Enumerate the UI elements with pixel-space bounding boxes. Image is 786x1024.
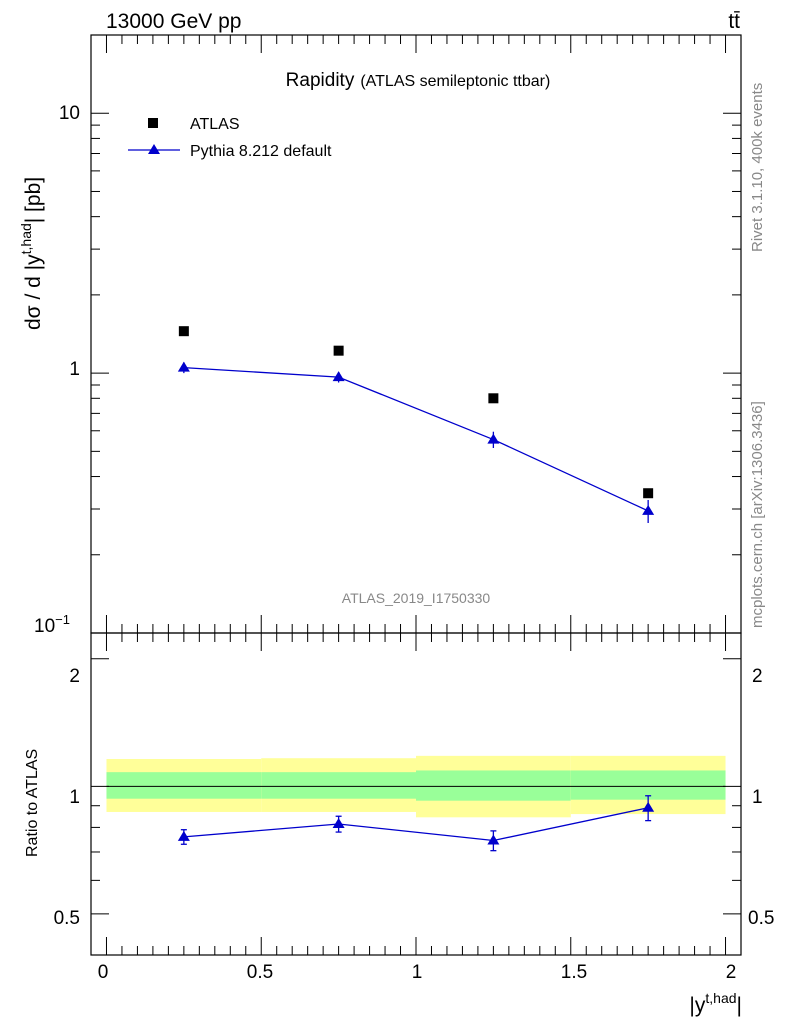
- ratio-y-tick-2: 2: [69, 666, 80, 687]
- ratio-band-green-3: [570, 770, 726, 800]
- y-tick-0.1: 10−1: [34, 612, 70, 637]
- x-tick-1: 1: [412, 962, 423, 983]
- pythia-point: [177, 361, 190, 372]
- mcplots-text: mcplots.cern.ch [arXiv:1306.3436]: [749, 401, 766, 628]
- ratio-band-green-2: [416, 770, 571, 801]
- ratio-band-green-0: [106, 772, 262, 799]
- pythia-point: [332, 371, 345, 382]
- pythia-line: [183, 366, 649, 512]
- ratio-pythia-point: [177, 830, 190, 841]
- ratio-pythia-point: [332, 817, 345, 828]
- ratio-y-tick-0.5: 0.5: [54, 908, 80, 929]
- ratio-y-tick-1-right: 1: [752, 787, 763, 808]
- ratio-y-tick-0.5-right: 0.5: [748, 908, 774, 929]
- y-tick-10: 10: [59, 103, 80, 124]
- ratio-pythia-point: [642, 801, 655, 812]
- ratio-pythia-point: [487, 834, 500, 845]
- legend-pythia-label: Pythia 8.212 default: [190, 143, 332, 160]
- legend-atlas-label: ATLAS: [190, 116, 240, 133]
- x-tick-1.5: 1.5: [561, 962, 587, 983]
- atlas-point: [333, 345, 344, 356]
- pythia-point: [642, 504, 655, 515]
- header-right: tt̄: [728, 10, 740, 33]
- atlas-point: [643, 488, 654, 499]
- y-tick-1: 1: [69, 359, 80, 380]
- legend-pythia-marker: [148, 144, 160, 154]
- pythia-point: [487, 433, 500, 444]
- x-tick-2: 2: [726, 962, 737, 983]
- ratio-y-tick-1: 1: [69, 787, 80, 808]
- legend: ATLAS Pythia 8.212 default: [128, 116, 332, 160]
- x-axis-label: |yt,had|: [689, 990, 742, 1017]
- atlas-point: [178, 326, 189, 337]
- chart-title: Rapidity (ATLAS semileptonic ttbar): [286, 70, 551, 91]
- ratio-band-green-1: [261, 772, 416, 799]
- y-axis-label: dσ / d |yt,had| [pb]: [18, 177, 45, 330]
- header-left: 13000 GeV pp: [106, 10, 241, 33]
- ratio-y-tick-2-right: 2: [752, 666, 763, 687]
- ratio-y-axis-label: Ratio to ATLAS: [24, 749, 41, 857]
- atlas-point: [488, 393, 499, 404]
- x-tick-0: 0: [98, 962, 109, 983]
- legend-atlas-marker: [148, 118, 158, 128]
- rivet-text: Rivet 3.1.10, 400k events: [749, 83, 766, 252]
- analysis-id: ATLAS_2019_I1750330: [342, 590, 491, 606]
- x-tick-0.5: 0.5: [247, 962, 273, 983]
- ratio-pythia-line: [183, 807, 649, 842]
